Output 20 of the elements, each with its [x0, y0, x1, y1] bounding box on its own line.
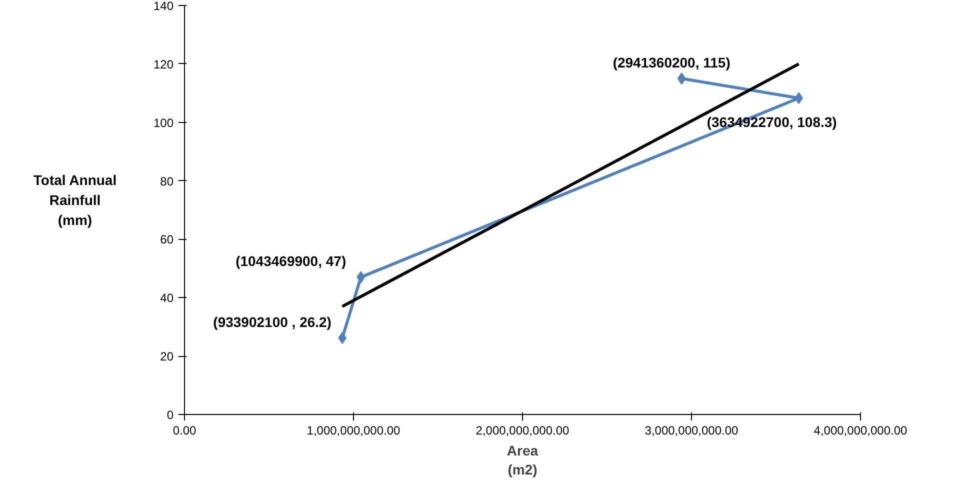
y-tick-label: 120: [153, 57, 174, 72]
data-label: (933902100 , 26.2): [213, 314, 332, 330]
x-tick-label: 3,000,000,000.00: [644, 424, 739, 438]
point: [356, 271, 366, 284]
point: [677, 72, 686, 85]
y-tick-label: 0: [166, 408, 174, 422]
y-axis-title: Total Annual Rainfull (mm): [33, 171, 117, 230]
data-label: (1043469900, 47): [236, 253, 346, 270]
y-tick-label: 40: [160, 291, 174, 306]
x-tick-label: 4,000,000,000.00: [814, 424, 908, 438]
y-tick-label: 20: [160, 350, 174, 364]
y-tick-label: 100: [153, 116, 174, 130]
y-tick-label: 80: [160, 174, 174, 188]
x-tick-label: 1,000,000,000.00: [306, 424, 401, 438]
x-tick-label: 2,000,000,000.00: [476, 424, 570, 438]
x-tick-label: 0.00: [172, 424, 197, 438]
data-label: (2941360200, 115): [612, 54, 730, 71]
y-tick-label: 60: [160, 232, 174, 247]
y-tick-label: 140: [153, 0, 174, 13]
x-axis-title: Area (m2): [506, 442, 538, 478]
